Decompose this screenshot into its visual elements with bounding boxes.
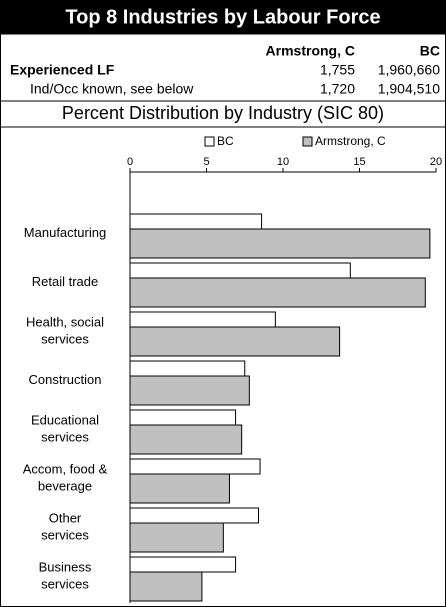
bar — [129, 375, 250, 406]
legend-label: BC — [217, 134, 234, 148]
category-label: services — [41, 527, 89, 542]
legend-label: Armstrong, C — [315, 134, 386, 148]
x-tick-label: 0 — [127, 156, 133, 168]
bar — [129, 522, 224, 553]
row-label: Ind/Occ known, see below — [30, 81, 194, 97]
x-tick-label: 5 — [203, 156, 209, 168]
title: Top 8 Industries by Labour Force — [65, 6, 380, 28]
category-label: Construction — [29, 372, 102, 387]
cell: 1,720 — [320, 81, 355, 97]
bar — [129, 473, 230, 504]
bar — [129, 571, 203, 602]
chart-title: Percent Distribution by Industry (SIC 80… — [62, 103, 384, 123]
bar — [129, 213, 263, 230]
category-label: services — [41, 331, 89, 346]
bar — [129, 360, 246, 377]
category-label: Retail trade — [32, 274, 98, 289]
category-label: Manufacturing — [24, 225, 106, 240]
bar — [129, 409, 237, 426]
bar — [129, 326, 341, 357]
cell: 1,960,660 — [378, 62, 440, 78]
cell: 1,755 — [320, 62, 355, 78]
bar — [129, 556, 237, 573]
bar — [129, 311, 276, 328]
title-bar — [0, 0, 446, 34]
bar — [129, 262, 351, 279]
x-tick-label: 15 — [353, 156, 365, 168]
category-label: Health, social — [26, 314, 104, 329]
category-label: Educational — [31, 412, 99, 427]
bar — [129, 424, 243, 455]
cell: 1,904,510 — [378, 81, 440, 97]
category-label: services — [41, 576, 89, 591]
x-tick-label: 10 — [277, 156, 289, 168]
legend-swatch — [302, 136, 313, 147]
category-label: beverage — [38, 478, 92, 493]
x-tick-label: 20 — [430, 156, 442, 168]
col-header: BC — [420, 43, 440, 59]
bar — [129, 507, 260, 524]
legend-swatch — [204, 136, 215, 147]
bar — [129, 228, 431, 259]
category-label: Accom, food & — [23, 461, 108, 476]
row-label: Experienced LF — [10, 62, 115, 78]
col-header: Armstrong, C — [266, 43, 355, 59]
category-label: Business — [39, 559, 92, 574]
bar — [129, 277, 426, 308]
bar — [129, 458, 261, 475]
category-label: Other — [49, 510, 82, 525]
category-label: services — [41, 429, 89, 444]
